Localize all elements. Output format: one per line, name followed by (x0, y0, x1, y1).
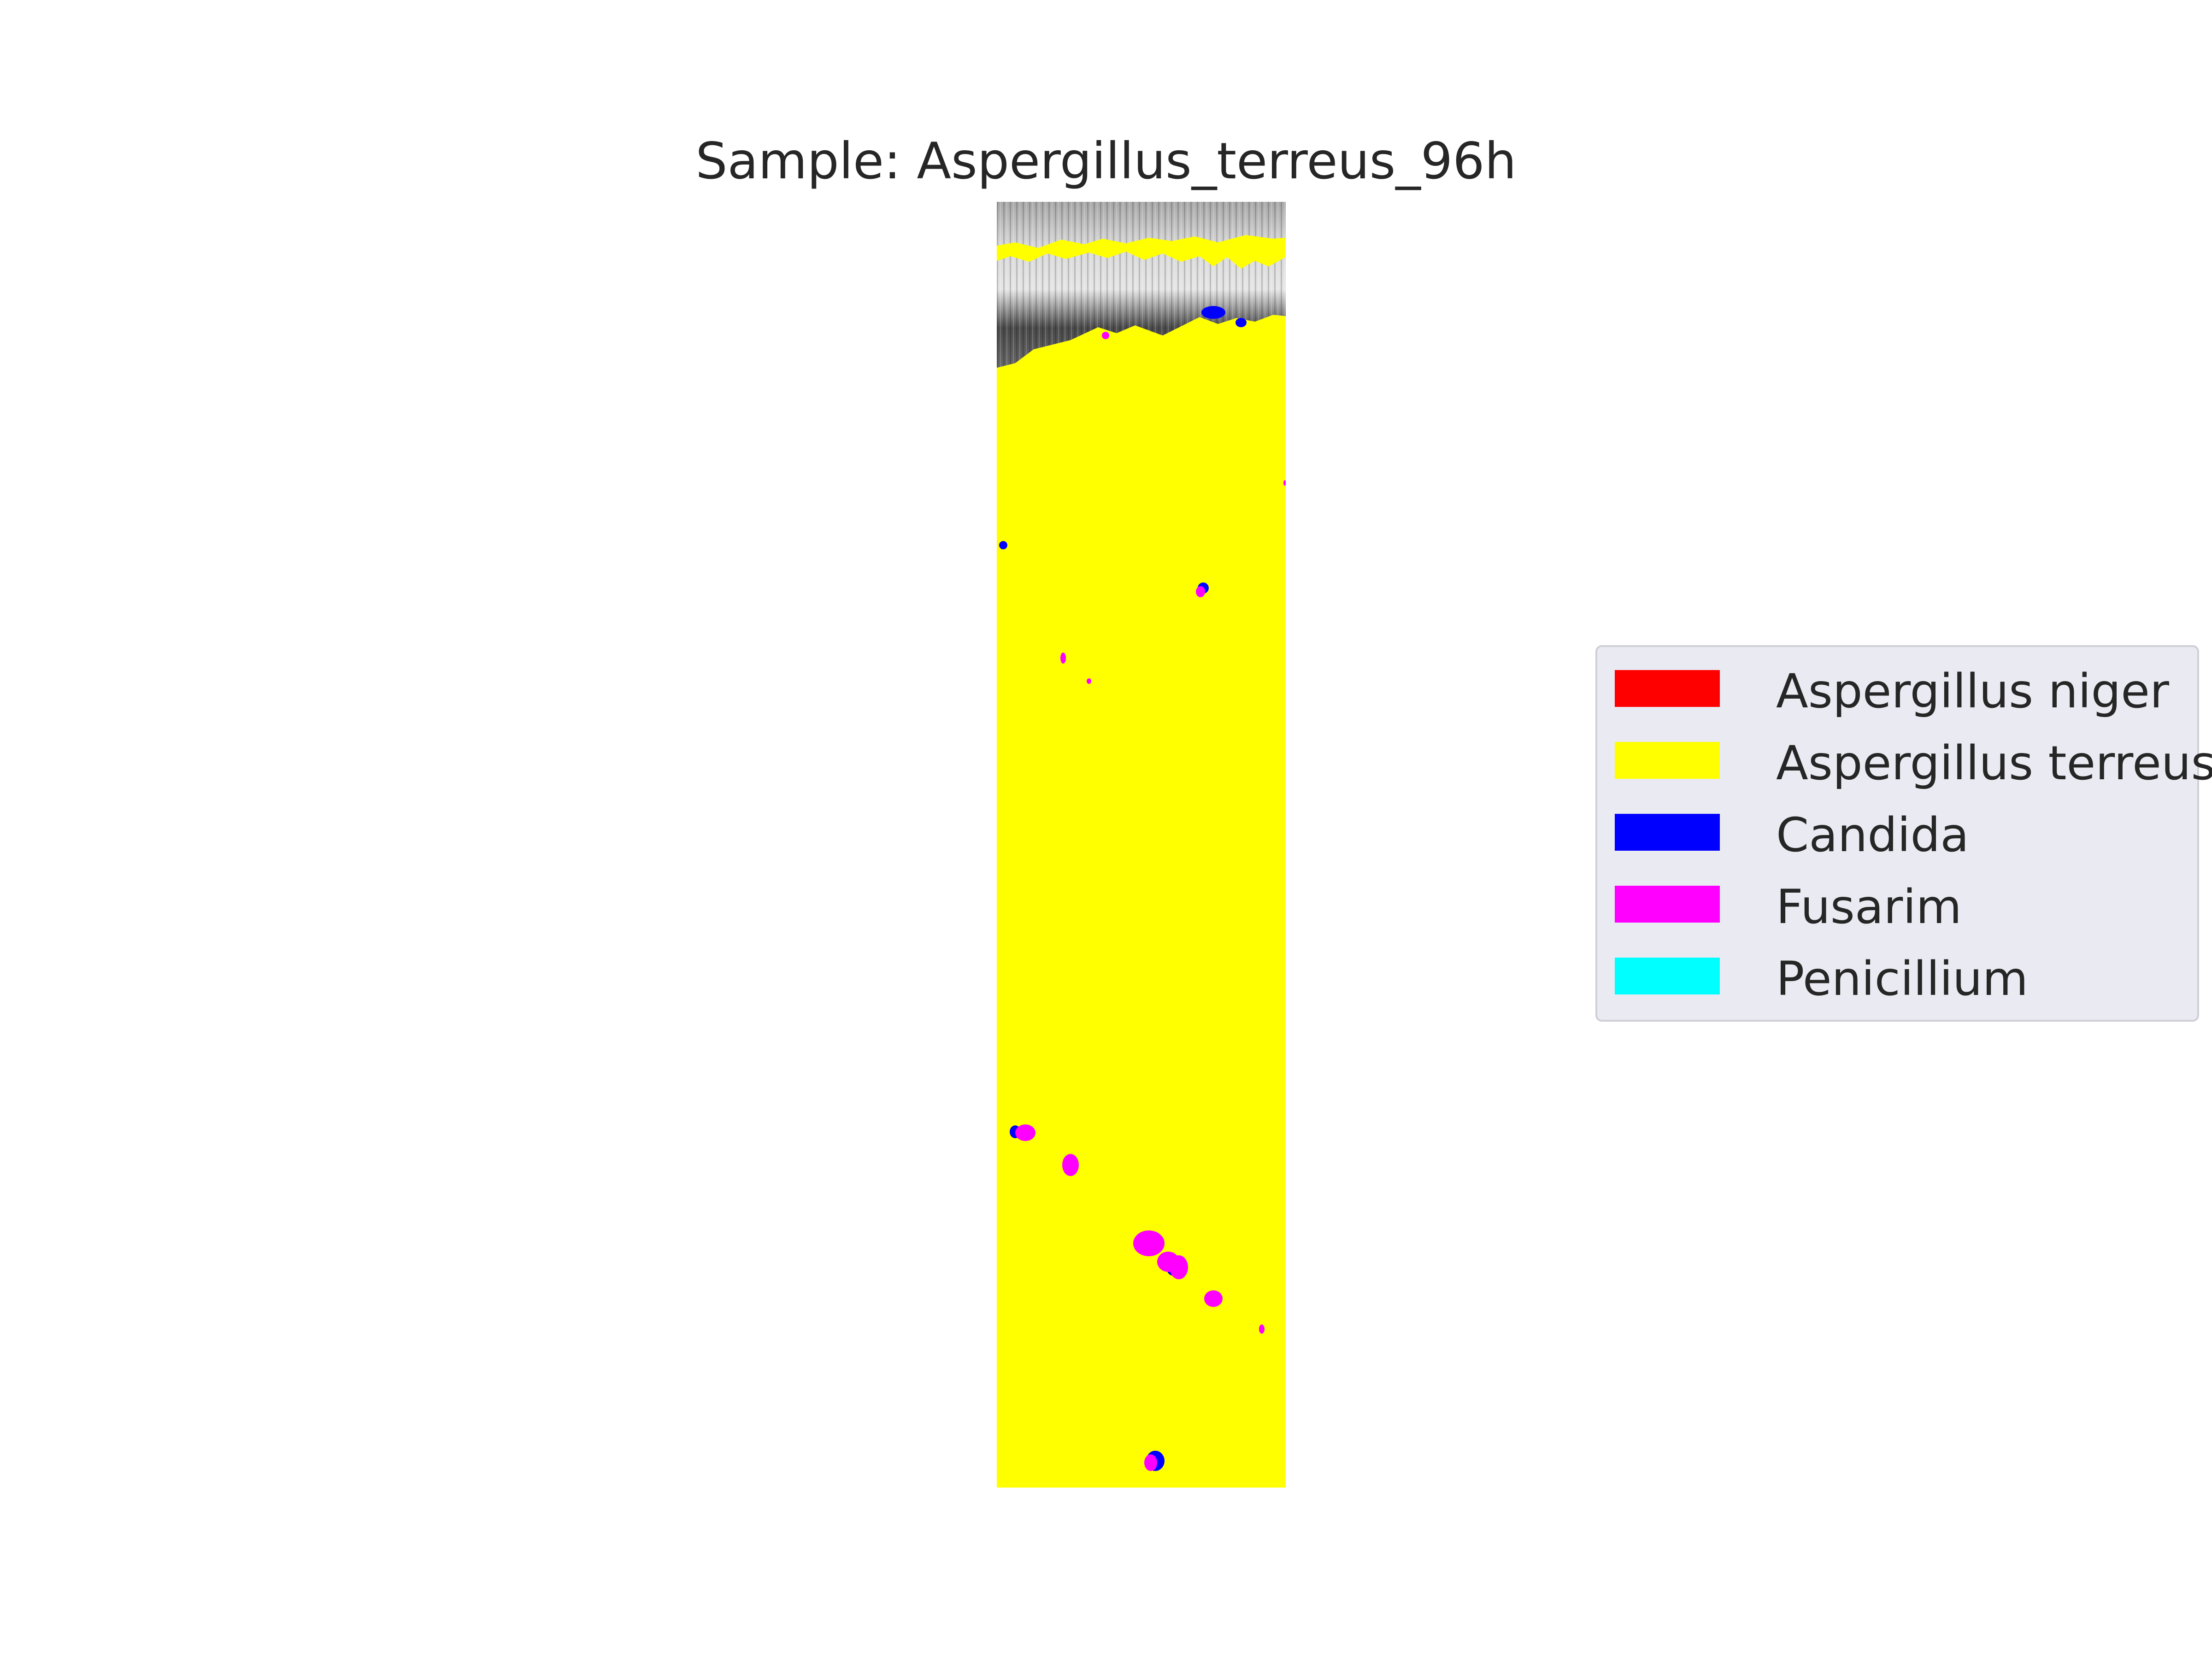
legend-label: Aspergillus terreus (1776, 736, 2212, 791)
legend-item-aspergillus-terreus: Aspergillus terreus (1615, 737, 2212, 787)
terreus-band (997, 235, 1286, 269)
legend-swatch (1615, 742, 1720, 779)
legend-item-aspergillus-niger: Aspergillus niger (1615, 664, 2195, 719)
fusarim-spots (1015, 332, 1286, 1471)
legend-label: Candida (1776, 808, 1969, 863)
legend-label: Penicillium (1776, 952, 2029, 1006)
legend-swatch (1615, 958, 1720, 994)
legend-item-candida: Candida (1615, 809, 2195, 859)
figure-title: Sample: Aspergillus_terreus_96h (695, 132, 1517, 190)
terreus-front (997, 315, 1286, 1488)
legend-swatch (1615, 814, 1720, 851)
legend-label: Aspergillus niger (1776, 664, 2169, 719)
legend-swatch (1615, 670, 1720, 707)
classification-map (997, 202, 1286, 1488)
legend-swatch (1615, 886, 1720, 923)
legend-label: Fusarim (1776, 880, 1962, 935)
legend: Aspergillus niger Aspergillus terreus Ca… (1595, 645, 2212, 1022)
legend-item-fusarim: Fusarim (1615, 881, 2195, 931)
legend-item-penicillium: Penicillium (1615, 953, 2195, 1003)
